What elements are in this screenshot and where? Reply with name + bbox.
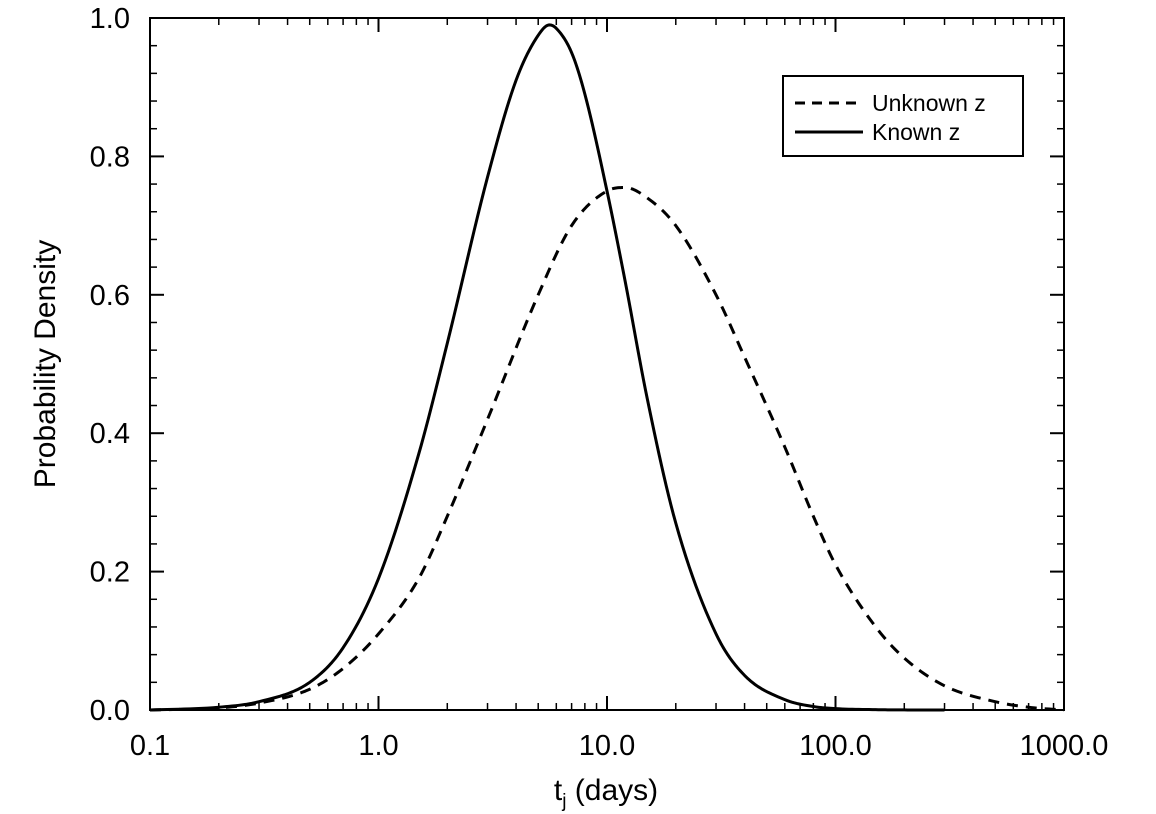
series-line-known-z (149, 23, 945, 712)
legend: Unknown z Known z (782, 75, 1024, 157)
x-tick-label: 0.1 (130, 730, 170, 762)
legend-box (782, 75, 1024, 157)
x-tick-label: 1.0 (358, 730, 398, 762)
series-layer (149, 23, 1065, 712)
y-tick-label: 0.4 (90, 418, 130, 450)
y-tick-label: 0.6 (90, 280, 130, 312)
series-line-unknown-z (149, 186, 1065, 712)
x-tick-label: 100.0 (799, 730, 872, 762)
axis-ticks (149, 17, 1065, 711)
y-tick-label: 1.0 (90, 3, 130, 35)
y-tick-label: 0.2 (90, 557, 130, 589)
x-axis-title-main: t (554, 774, 563, 807)
x-tick-label: 1000.0 (1020, 730, 1109, 762)
x-tick-labels: 0.1 1.0 10.0 100.0 1000.0 (130, 730, 1109, 762)
legend-label-known-z: Known z (872, 119, 960, 145)
y-tick-label: 0.8 (90, 141, 130, 173)
x-axis-title-subscript: j (561, 791, 566, 812)
x-axis-title-units: (days) (566, 774, 658, 807)
x-tick-label: 10.0 (579, 730, 635, 762)
y-tick-labels: 0.0 0.2 0.4 0.6 0.8 1.0 (90, 3, 130, 727)
y-axis-title: Probability Density (29, 240, 62, 488)
legend-label-unknown-z: Unknown z (872, 90, 986, 116)
x-axis-title: tj (days) (554, 774, 658, 812)
y-tick-label: 0.0 (90, 695, 130, 727)
